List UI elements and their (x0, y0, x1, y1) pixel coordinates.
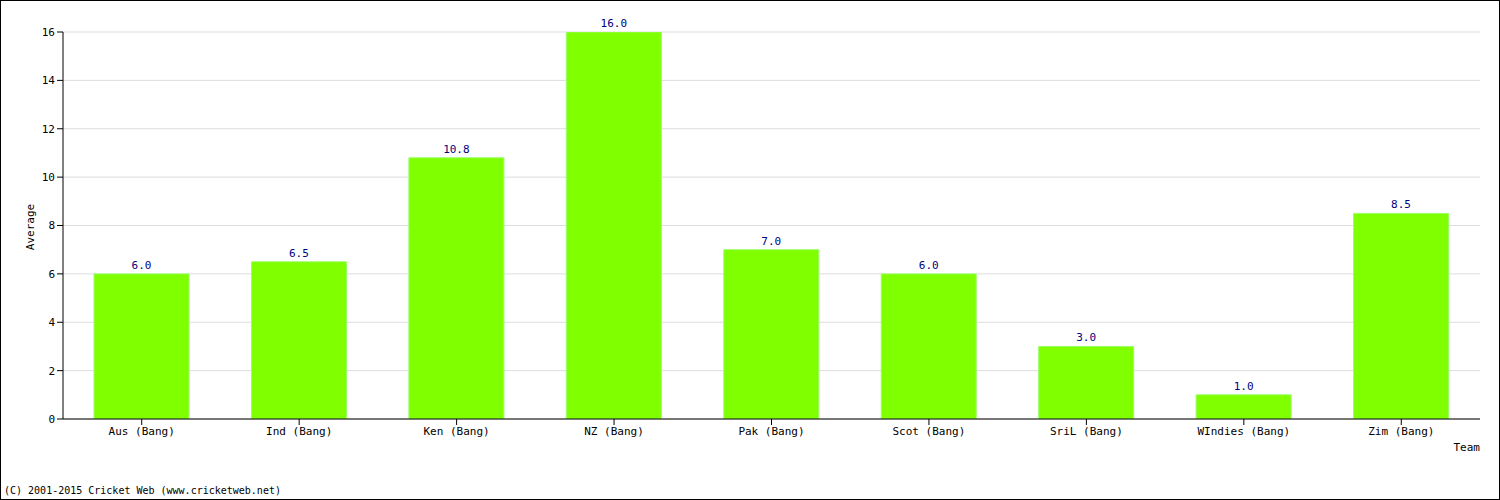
html-text:(C) 2001-2015 Cricket Web (www: (C) 2001-2015 Cricket Web (www.cricketwe… (4, 485, 281, 496)
svg-text:0: 0 (48, 413, 55, 426)
svg-text:Pak (Bang): Pak (Bang) (738, 425, 804, 438)
svg-text:6.0: 6.0 (132, 259, 152, 272)
svg-text:SriL (Bang): SriL (Bang) (1050, 425, 1123, 438)
svg-text:6: 6 (48, 268, 55, 281)
svg-text:4: 4 (48, 316, 55, 329)
svg-text:Zim (Bang): Zim (Bang) (1368, 425, 1434, 438)
svg-text:2: 2 (48, 365, 55, 378)
html-text:Average: Average (23, 203, 37, 251)
svg-text:3.0: 3.0 (1076, 331, 1096, 344)
svg-text:16: 16 (42, 26, 55, 39)
svg-text:12: 12 (42, 123, 55, 136)
svg-text:1.0: 1.0 (1234, 380, 1254, 393)
svg-text:Ken (Bang): Ken (Bang) (423, 425, 489, 438)
svg-text:10: 10 (42, 171, 55, 184)
svg-text:8: 8 (48, 219, 55, 232)
svg-text:10.8: 10.8 (443, 143, 470, 156)
svg-text:Ind (Bang): Ind (Bang) (266, 425, 332, 438)
svg-text:16.0: 16.0 (601, 17, 628, 30)
svg-text:NZ (Bang): NZ (Bang) (584, 425, 644, 438)
svg-text:7.0: 7.0 (761, 235, 781, 248)
svg-text:6.0: 6.0 (919, 259, 939, 272)
svg-text:Aus (Bang): Aus (Bang) (109, 425, 175, 438)
svg-text:Scot (Bang): Scot (Bang) (893, 425, 966, 438)
svg-text:14: 14 (42, 74, 56, 87)
svg-text:WIndies (Bang): WIndies (Bang) (1197, 425, 1290, 438)
html-text:Team: Team (1453, 441, 1480, 454)
svg-text:8.5: 8.5 (1391, 198, 1411, 211)
svg-text:6.5: 6.5 (289, 247, 309, 260)
